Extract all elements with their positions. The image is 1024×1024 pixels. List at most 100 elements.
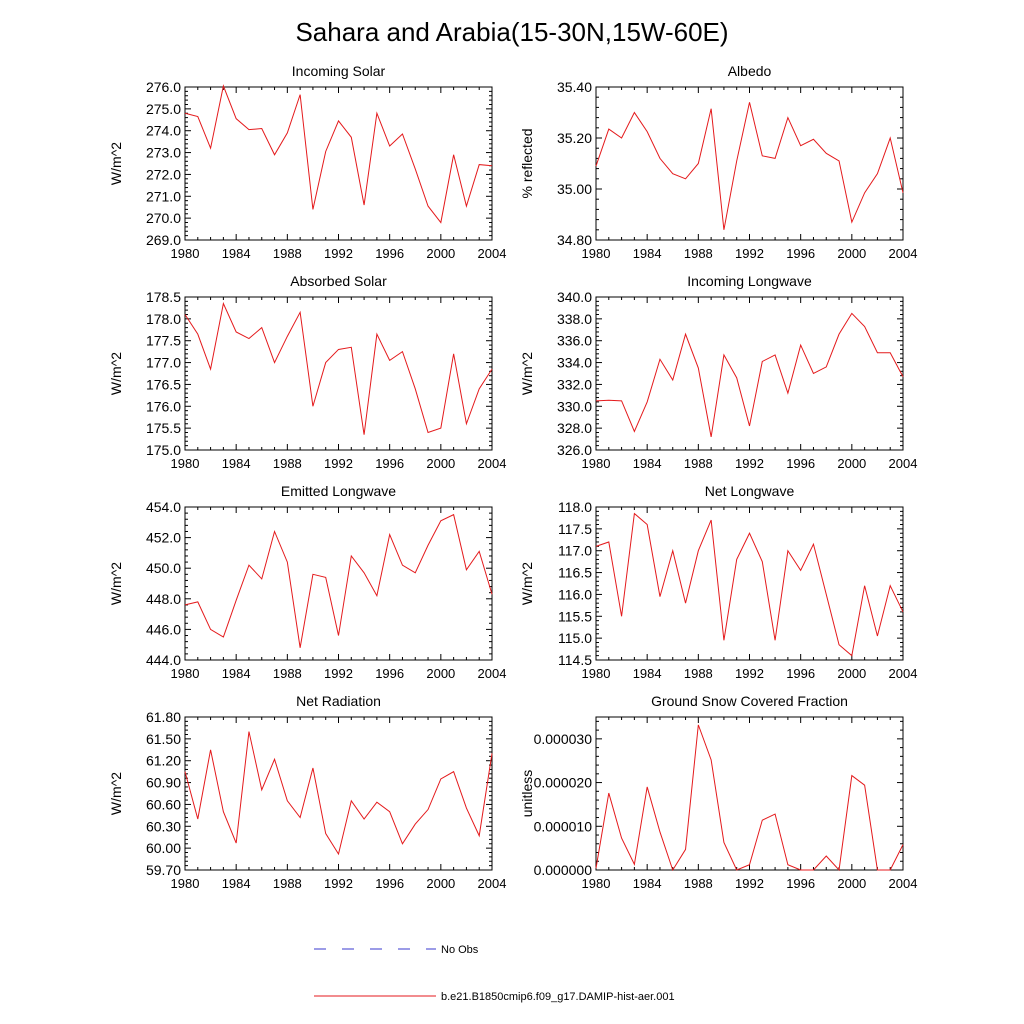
- y-tick-label: 60.00: [146, 840, 181, 856]
- panel-ground-snow-covered-fraction: 1980 1984 1988 1992 1996 2000 2004 0.000000 0.00…: [519, 693, 917, 891]
- y-tick-label: 338.0: [557, 311, 592, 327]
- y-tick-label: 116.0: [558, 586, 592, 602]
- plot-frame: [184, 86, 493, 241]
- y-tick-label: 328.0: [557, 420, 592, 436]
- y-axis-label: W/m^2: [108, 772, 124, 815]
- x-tick-label: 1992: [324, 876, 353, 891]
- x-tick-label: 1992: [735, 246, 764, 261]
- x-tick-label: 1996: [786, 666, 815, 681]
- y-tick-label: 114.5: [558, 652, 592, 668]
- y-tick-label: 115.5: [558, 608, 592, 624]
- series-line: [184, 84, 493, 224]
- panel-emitted-longwave: 1980 1984 1988 1992 1996 2000 2004 444.0 446.0 44…: [108, 483, 506, 681]
- y-tick-label: 175.0: [146, 442, 181, 458]
- panel-title: Incoming Longwave: [687, 273, 812, 289]
- y-tick-label: 444.0: [146, 652, 181, 668]
- x-tick-label: 2004: [478, 876, 507, 891]
- panel-absorbed-solar: 1980 1984 1988 1992 1996 2000 2004 175.0 175.5 17…: [108, 273, 506, 471]
- x-tick-label: 2004: [889, 246, 918, 261]
- y-tick-label: 330.0: [557, 398, 592, 414]
- y-tick-label: 448.0: [146, 591, 181, 607]
- x-tick-label: 2004: [478, 456, 507, 471]
- x-tick-label: 2004: [478, 666, 507, 681]
- x-tick-label: 1988: [273, 246, 302, 261]
- y-tick-label: 272.0: [146, 166, 181, 182]
- y-tick-label: 177.5: [146, 333, 181, 349]
- x-tick-label: 2004: [889, 666, 918, 681]
- x-tick-label: 2000: [837, 246, 866, 261]
- x-tick-label: 1992: [735, 666, 764, 681]
- panels: 1980 1984 1988 1992 1996 2000 2004 269.0 270.0 27…: [108, 63, 917, 891]
- x-tick-label: 1980: [582, 666, 611, 681]
- x-tick-label: 1988: [684, 666, 713, 681]
- x-tick-label: 1980: [582, 876, 611, 891]
- x-tick-label: 1984: [222, 876, 251, 891]
- y-tick-label: 61.50: [146, 731, 181, 747]
- x-tick-label: 1996: [375, 246, 404, 261]
- panel-incoming-solar: 1980 1984 1988 1992 1996 2000 2004 269.0 270.0 27…: [108, 63, 506, 261]
- panel-title: Emitted Longwave: [281, 483, 396, 499]
- x-tick-label: 2000: [426, 666, 455, 681]
- plot-frame: [595, 86, 904, 241]
- x-tick-label: 2000: [426, 456, 455, 471]
- figure-title: Sahara and Arabia(15-30N,15W-60E): [295, 17, 728, 47]
- y-tick-label: 276.0: [146, 79, 181, 95]
- x-tick-label: 2000: [426, 876, 455, 891]
- x-tick-label: 1980: [171, 666, 200, 681]
- y-axis-label: W/m^2: [108, 352, 124, 395]
- series-line: [184, 731, 493, 856]
- panel-title: Net Radiation: [296, 693, 381, 709]
- y-axis-label: unitless: [519, 770, 535, 817]
- y-tick-label: 454.0: [146, 499, 181, 515]
- x-tick-label: 1984: [222, 666, 251, 681]
- y-tick-label: 336.0: [557, 333, 592, 349]
- plot-frame: [184, 506, 493, 661]
- y-tick-label: 452.0: [146, 530, 181, 546]
- y-tick-label: 334.0: [557, 355, 592, 371]
- y-tick-label: 269.0: [146, 232, 181, 248]
- y-axis-label: % reflected: [519, 128, 535, 198]
- y-tick-label: 0.000010: [534, 818, 593, 834]
- y-tick-label: 117.0: [558, 543, 592, 559]
- series-line: [595, 724, 904, 872]
- y-axis-label: W/m^2: [519, 562, 535, 605]
- y-tick-label: 34.80: [557, 232, 592, 248]
- x-tick-label: 1980: [171, 246, 200, 261]
- panel-title: Albedo: [728, 63, 772, 79]
- x-tick-label: 1996: [375, 666, 404, 681]
- x-tick-label: 2000: [837, 876, 866, 891]
- x-tick-label: 2000: [837, 666, 866, 681]
- series-line: [595, 512, 904, 657]
- y-tick-label: 59.70: [146, 862, 181, 878]
- x-tick-label: 1992: [324, 456, 353, 471]
- y-tick-label: 176.0: [146, 398, 181, 414]
- y-tick-label: 332.0: [557, 376, 592, 392]
- legend-label-no-obs: No Obs: [441, 944, 479, 956]
- x-tick-label: 1984: [633, 876, 662, 891]
- x-tick-label: 1996: [786, 456, 815, 471]
- y-tick-label: 35.00: [557, 181, 592, 197]
- x-tick-label: 1984: [633, 456, 662, 471]
- x-tick-label: 2004: [478, 246, 507, 261]
- y-tick-label: 273.0: [146, 145, 181, 161]
- x-tick-label: 1988: [684, 246, 713, 261]
- y-tick-label: 340.0: [557, 289, 592, 305]
- x-tick-label: 1988: [684, 876, 713, 891]
- legend-label-model: b.e21.B1850cmip6.f09_g17.DAMIP-hist-aer.…: [441, 991, 675, 1003]
- x-tick-label: 1984: [222, 246, 251, 261]
- y-tick-label: 175.5: [146, 420, 181, 436]
- legend: No Obs b.e21.B1850cmip6.f09_g17.DAMIP-hi…: [314, 944, 675, 1003]
- y-tick-label: 275.0: [146, 101, 181, 117]
- panel-albedo: 1980 1984 1988 1992 1996 2000 2004 34.80 35.00 35…: [519, 63, 917, 261]
- x-tick-label: 1992: [324, 246, 353, 261]
- y-tick-label: 61.20: [146, 753, 181, 769]
- y-tick-label: 115.0: [558, 630, 592, 646]
- y-tick-label: 446.0: [146, 621, 181, 637]
- panel-title: Ground Snow Covered Fraction: [651, 693, 848, 709]
- y-tick-label: 116.5: [558, 565, 592, 581]
- y-tick-label: 177.0: [146, 355, 181, 371]
- x-tick-label: 1984: [222, 456, 251, 471]
- y-tick-label: 60.60: [146, 796, 181, 812]
- y-axis-label: W/m^2: [519, 352, 535, 395]
